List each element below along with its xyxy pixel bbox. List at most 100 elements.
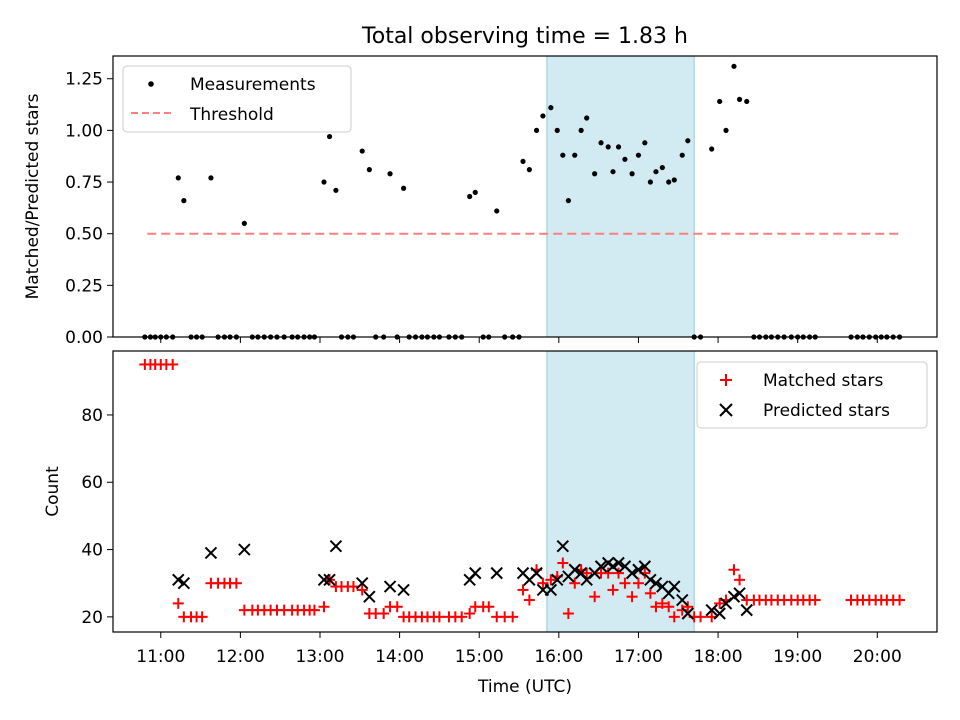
measurement-point (592, 171, 598, 177)
predicted-point (644, 573, 657, 587)
top-legend: Measurements Threshold (122, 65, 352, 133)
measurement-point (671, 177, 677, 183)
predicted-point-b (574, 566, 588, 580)
matched-point (517, 584, 529, 596)
measurement-point (554, 127, 560, 133)
matched-point (356, 584, 368, 596)
matched-point (607, 584, 619, 596)
measurement-point (717, 98, 723, 105)
matched-point (557, 557, 569, 569)
matched-point (308, 604, 320, 616)
matched-point (809, 594, 821, 606)
top-y-tick-label: 0.75 (65, 173, 103, 193)
measurement-point (653, 169, 659, 175)
predicted-point-b (644, 573, 657, 587)
predicted-point-b (656, 580, 669, 593)
measurement-point (736, 96, 743, 102)
matched-point (483, 601, 495, 613)
legend-predicted-glyph-b (719, 403, 733, 417)
top-panel: 0.00 0.25 0.50 0.75 1.00 1.25 Matched/Predict… (23, 55, 938, 348)
measurement-point (181, 198, 187, 204)
bottom-x-axis: 11:00 12:00 13:00 14:00 15:00 16:00 17:00 18:00… (136, 632, 902, 667)
predicted-point-b (172, 573, 185, 587)
bottom-legend: Matched stars Predicted stars (696, 361, 928, 429)
bottom-y-axis: 20 40 60 80 (81, 406, 113, 628)
bottom-legend-box (696, 361, 928, 429)
chart-title: Total observing time = 1.83 h (361, 24, 688, 49)
matched-point (391, 601, 403, 613)
predicted-point (606, 560, 620, 573)
predicted-point (727, 590, 741, 603)
predicted-point-b (177, 576, 191, 590)
matched-point (569, 577, 581, 589)
predicted-point-b (606, 560, 620, 573)
measurement-point (666, 179, 672, 185)
predicted-point (668, 580, 681, 593)
predicted-point-b (727, 590, 741, 603)
matched-point (734, 574, 746, 586)
matched-stars-series (139, 358, 906, 623)
bottom-x-tick-label: 17:00 (614, 647, 663, 667)
matched-point (668, 611, 680, 623)
measurement-point (540, 113, 546, 119)
matched-point (230, 577, 242, 589)
predicted-point-b (612, 556, 625, 570)
predicted-point-b (638, 560, 652, 573)
bottom-x-tick-label: 16:00 (534, 647, 583, 667)
predicted-point (740, 603, 753, 617)
matched-point (650, 601, 662, 613)
measurement-point (578, 127, 584, 133)
predicted-point-b (713, 607, 726, 620)
matched-point (464, 607, 476, 619)
predicted-point (544, 583, 558, 597)
bottom-plot-frame (112, 350, 938, 633)
measurement-point (647, 179, 653, 185)
predicted-point (713, 607, 726, 620)
bottom-x-tick-label: 19:00 (773, 647, 822, 667)
matched-point (663, 601, 675, 613)
predicted-point-b (544, 583, 558, 597)
matched-point (602, 567, 614, 579)
bottom-x-tick-label: 20:00 (853, 647, 902, 667)
matched-point (589, 591, 601, 603)
predicted-point-b (516, 566, 530, 580)
measurement-point (560, 152, 566, 158)
predicted-point-b (618, 560, 632, 573)
top-y-tick-label: 1.00 (65, 121, 103, 141)
legend-predicted-marker (719, 403, 733, 417)
predicted-point (238, 543, 251, 556)
measurement-point (572, 152, 578, 158)
predicted-point-b (363, 590, 376, 603)
predicted-point (632, 563, 645, 576)
predicted-point (397, 583, 410, 597)
matched-point (714, 597, 726, 609)
matched-point (537, 577, 549, 589)
predicted-point (490, 566, 503, 580)
predicted-point (204, 546, 218, 560)
legend-measurements-label: Measurements (190, 75, 316, 95)
measurement-point (520, 158, 526, 164)
measurement-point (359, 148, 365, 154)
predicted-point-b (594, 560, 608, 573)
measurement-point (321, 179, 327, 185)
legend-matched-marker (720, 374, 732, 386)
top-y-axis: 0.00 0.25 0.50 0.75 1.00 1.25 (65, 70, 113, 348)
measurement-point (605, 144, 611, 150)
legend-predicted-glyph (719, 403, 733, 417)
top-highlight-region (546, 55, 695, 338)
top-y-tick-label: 0.50 (65, 225, 103, 245)
matched-point (523, 594, 535, 606)
predicted-point-b (355, 576, 369, 590)
predicted-point-b (469, 566, 482, 580)
matched-point (894, 594, 906, 606)
matched-point (196, 611, 208, 623)
bottom-x-tick-label: 14:00 (375, 647, 424, 667)
predicted-point (612, 556, 625, 570)
matched-point (728, 564, 740, 576)
top-y-tick-label: 1.25 (65, 70, 103, 90)
top-x-axis (160, 337, 878, 343)
predicted-point (551, 573, 564, 587)
predicted-point-b (551, 573, 564, 587)
